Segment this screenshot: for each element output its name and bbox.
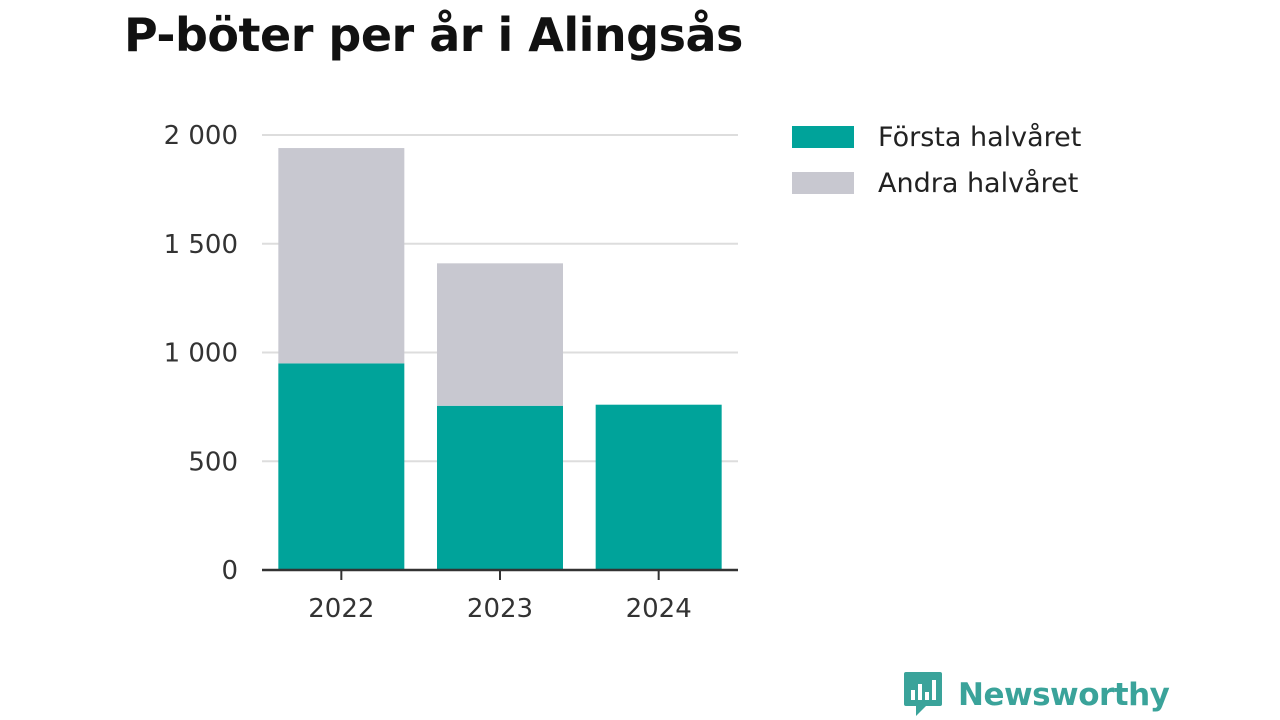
bar-2023-series-1: [437, 263, 563, 406]
legend: Första halvåret Andra halvåret: [792, 114, 1081, 206]
y-tick-label-1500: 1 500: [164, 230, 238, 260]
y-tick-label-1000: 1 000: [164, 339, 238, 369]
axes: 0 500 1 000 1 500 2 000 2022 2023 2024: [164, 121, 738, 624]
x-tick-label-2024: 2024: [626, 594, 692, 624]
y-tick-label-2000: 2 000: [164, 121, 238, 151]
bar-2023-series-0: [437, 405, 563, 570]
legend-item-andra-halvaret: Andra halvåret: [792, 160, 1081, 206]
legend-swatch-forsta-halvaret: [792, 126, 854, 148]
x-tick-label-2023: 2023: [467, 594, 533, 624]
y-tick-label-500: 500: [188, 447, 238, 477]
legend-swatch-andra-halvaret: [792, 172, 854, 194]
y-tick-label-0: 0: [221, 556, 238, 586]
brand-name: Newsworthy: [958, 677, 1170, 713]
chart-title: P-böter per år i Alingsås: [124, 8, 743, 62]
bar-2022-series-1: [278, 148, 405, 364]
bar-chart-speech-bubble-icon: [904, 672, 942, 716]
legend-item-forsta-halvaret: Första halvåret: [792, 114, 1081, 160]
bar-2022-series-0: [278, 363, 405, 570]
bars: [278, 148, 722, 570]
legend-label-andra-halvaret: Andra halvåret: [878, 167, 1079, 199]
brand-logo: Newsworthy: [902, 670, 1170, 720]
x-tick-label-2022: 2022: [308, 594, 374, 624]
bar-2024-series-0: [595, 404, 722, 570]
legend-label-forsta-halvaret: Första halvåret: [878, 121, 1082, 153]
